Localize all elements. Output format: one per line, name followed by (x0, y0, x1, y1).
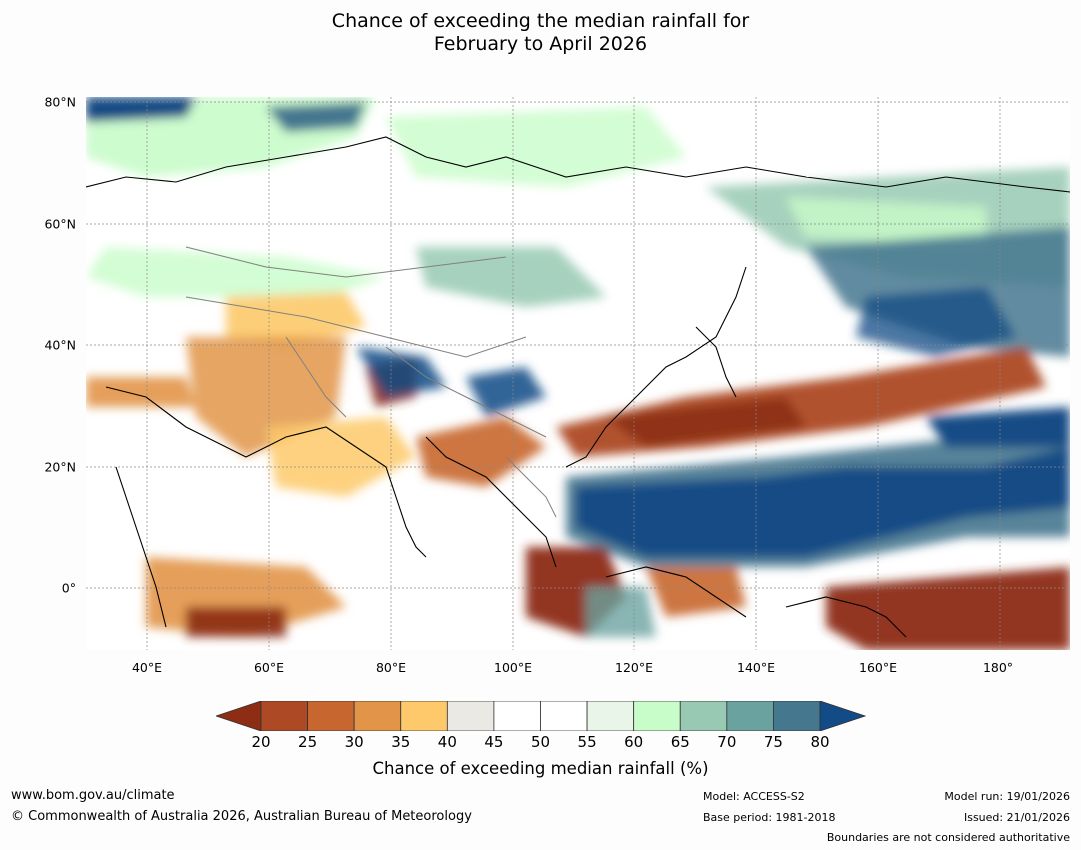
colorbar-bin (633, 700, 681, 732)
footer-url[interactable]: www.bom.gov.au/climate (11, 788, 175, 803)
anomaly-region (186, 607, 286, 637)
coastlines (86, 136, 1070, 638)
colorbar-tick-label: 55 (577, 733, 597, 751)
colorbar-bin (679, 700, 728, 732)
anomaly-region (416, 417, 546, 487)
anomaly-region (86, 377, 196, 407)
colorbar-tick-label: 25 (298, 733, 318, 751)
anomaly-region (786, 197, 986, 247)
footer-issued: Issued: 21/01/2026 (963, 811, 1070, 824)
anomaly-region (586, 587, 656, 637)
lon-label: 80°E (375, 660, 407, 675)
colorbar-tick-label: 80 (810, 733, 830, 751)
footer-model-run: Model run: 19/01/2026 (944, 790, 1070, 803)
lon-label: 60°E (253, 660, 285, 675)
anomaly-region (266, 417, 416, 497)
lon-label: 100°E (493, 660, 533, 675)
colorbar-bin (307, 700, 355, 732)
anomaly-region (576, 447, 1070, 557)
map-title: Chance of exceeding the median rainfall … (0, 10, 1081, 56)
colorbar-bin (773, 700, 821, 732)
anomaly-region (356, 347, 446, 397)
colorbar-bin (446, 700, 495, 732)
anomaly-region (86, 97, 196, 122)
colorbar (214, 700, 867, 732)
anomaly-region (386, 107, 686, 187)
lat-label: 0° (61, 580, 76, 596)
lon-label: 160°E (858, 660, 898, 675)
colorbar-bin (726, 700, 774, 732)
anomaly-region (926, 407, 1070, 447)
rainfall-map (86, 97, 1070, 650)
colorbar-bin (540, 700, 588, 732)
anomaly-region (86, 247, 386, 297)
colorbar-svg (214, 700, 867, 732)
colorbar-tick-label: 70 (717, 733, 737, 751)
colorbar-bin (353, 700, 402, 732)
footer-disclaimer: Boundaries are not considered authoritat… (826, 831, 1070, 844)
footer-base-period: Base period: 1981-2018 (703, 811, 836, 824)
title-line-1: Chance of exceeding the median rainfall … (331, 10, 750, 32)
colorbar-extend-high (819, 700, 867, 732)
lon-label: 180° (982, 660, 1014, 675)
map-svg (86, 97, 1070, 650)
lon-label: 120°E (614, 660, 654, 675)
colorbar-bin (400, 700, 448, 732)
anomaly-region (466, 367, 546, 417)
colorbar-bin (586, 700, 635, 732)
colorbar-bin (493, 700, 541, 732)
colorbar-tick-label: 40 (437, 733, 457, 751)
colorbar-extend-low (214, 700, 262, 732)
colorbar-tick-label: 75 (763, 733, 783, 751)
colorbar-tick-label: 45 (484, 733, 504, 751)
anomaly-region (266, 102, 366, 132)
lon-label: 40°E (131, 660, 163, 675)
lat-label: 80°N (44, 94, 76, 110)
colorbar-label: Chance of exceeding median rainfall (%) (372, 759, 709, 778)
lat-label: 40°N (44, 337, 76, 353)
colorbar-tick-label: 30 (344, 733, 364, 751)
colorbar-tick-label: 50 (530, 733, 551, 751)
colorbar-tick-label: 35 (391, 733, 411, 751)
country-borders (185, 246, 557, 518)
anomaly-region (856, 287, 1016, 357)
anomaly-region (226, 292, 366, 347)
graticule (86, 97, 1070, 650)
lat-label: 60°N (44, 216, 76, 232)
colorbar-tick-label: 20 (251, 733, 271, 751)
anomaly-region (416, 247, 606, 307)
anomaly-region (826, 567, 1070, 650)
lon-label: 140°E (736, 660, 776, 675)
colorbar-tick-label: 65 (670, 733, 690, 751)
lat-label: 20°N (44, 459, 76, 475)
colorbar-bin (260, 700, 308, 732)
footer-copyright: © Commonwealth of Australia 2026, Austra… (11, 809, 472, 824)
anomaly-region (646, 567, 746, 617)
title-line-2: February to April 2026 (433, 33, 648, 55)
colorbar-tick-label: 60 (624, 733, 644, 751)
footer-model: Model: ACCESS-S2 (703, 790, 805, 803)
